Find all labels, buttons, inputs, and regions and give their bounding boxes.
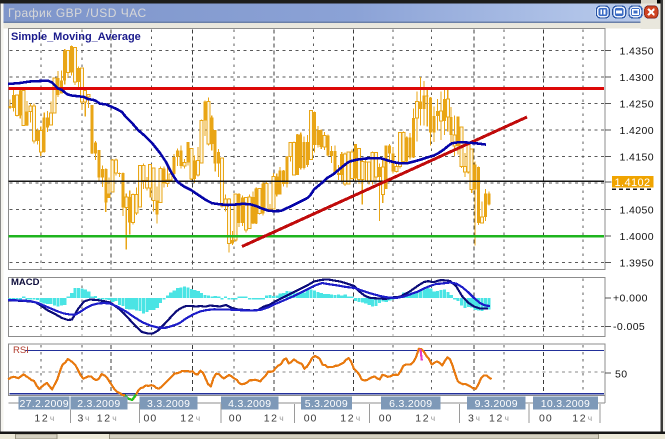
svg-text:00: 00	[144, 413, 158, 425]
svg-text:10.3.2009: 10.3.2009	[541, 398, 590, 410]
svg-text:ч: ч	[85, 413, 89, 423]
svg-text:1.4000: 1.4000	[620, 231, 655, 243]
svg-text:ч: ч	[505, 413, 509, 423]
svg-text:-0.005: -0.005	[613, 321, 645, 333]
svg-text:ч: ч	[431, 413, 435, 423]
svg-text:1.4102: 1.4102	[615, 177, 651, 189]
svg-text:ч: ч	[588, 413, 592, 423]
svg-text:ч: ч	[196, 413, 200, 423]
svg-text:12: 12	[572, 413, 587, 425]
svg-text:3: 3	[78, 413, 85, 425]
svg-text:График GBP /USD ЧАС: График GBP /USD ЧАС	[8, 6, 147, 20]
svg-text:3: 3	[468, 413, 475, 425]
svg-text:1.4250: 1.4250	[620, 98, 655, 110]
svg-text:ч: ч	[356, 413, 360, 423]
svg-text:4.3.2009: 4.3.2009	[228, 398, 271, 410]
svg-text:6.3.2009: 6.3.2009	[389, 398, 432, 410]
svg-text:12: 12	[34, 413, 49, 425]
svg-text:00: 00	[379, 413, 393, 425]
svg-text:ч: ч	[476, 413, 480, 423]
svg-text:00: 00	[539, 413, 553, 425]
svg-text:ч: ч	[50, 413, 54, 423]
svg-text:12: 12	[264, 413, 279, 425]
svg-text:50: 50	[615, 369, 627, 381]
svg-text:1.4050: 1.4050	[620, 204, 655, 216]
svg-text:3.3.2009: 3.3.2009	[147, 398, 190, 410]
svg-text:12: 12	[180, 413, 195, 425]
svg-text:1.4200: 1.4200	[620, 125, 655, 137]
svg-text:Simple_Moving_Average: Simple_Moving_Average	[11, 31, 141, 43]
svg-text:12: 12	[415, 413, 430, 425]
svg-text:ч: ч	[279, 413, 283, 423]
svg-text:9.3.2009: 9.3.2009	[475, 398, 518, 410]
svg-text:12: 12	[340, 413, 355, 425]
svg-text:00: 00	[304, 413, 318, 425]
svg-text:1.4300: 1.4300	[620, 72, 655, 84]
svg-text:5.3.2009: 5.3.2009	[305, 398, 348, 410]
svg-text:MACD: MACD	[11, 277, 40, 288]
svg-text:RSI: RSI	[13, 345, 29, 356]
svg-text:00: 00	[229, 413, 243, 425]
svg-text:27.2.2009: 27.2.2009	[20, 398, 69, 410]
svg-text:2.3.2009: 2.3.2009	[77, 398, 120, 410]
svg-text:12: 12	[97, 413, 112, 425]
svg-text:12: 12	[489, 413, 504, 425]
svg-text:ч: ч	[112, 413, 116, 423]
svg-text:+0.000: +0.000	[613, 293, 648, 305]
svg-text:1.4150: 1.4150	[620, 151, 655, 163]
svg-text:1.3950: 1.3950	[620, 257, 655, 269]
svg-text:1.4350: 1.4350	[620, 45, 655, 57]
